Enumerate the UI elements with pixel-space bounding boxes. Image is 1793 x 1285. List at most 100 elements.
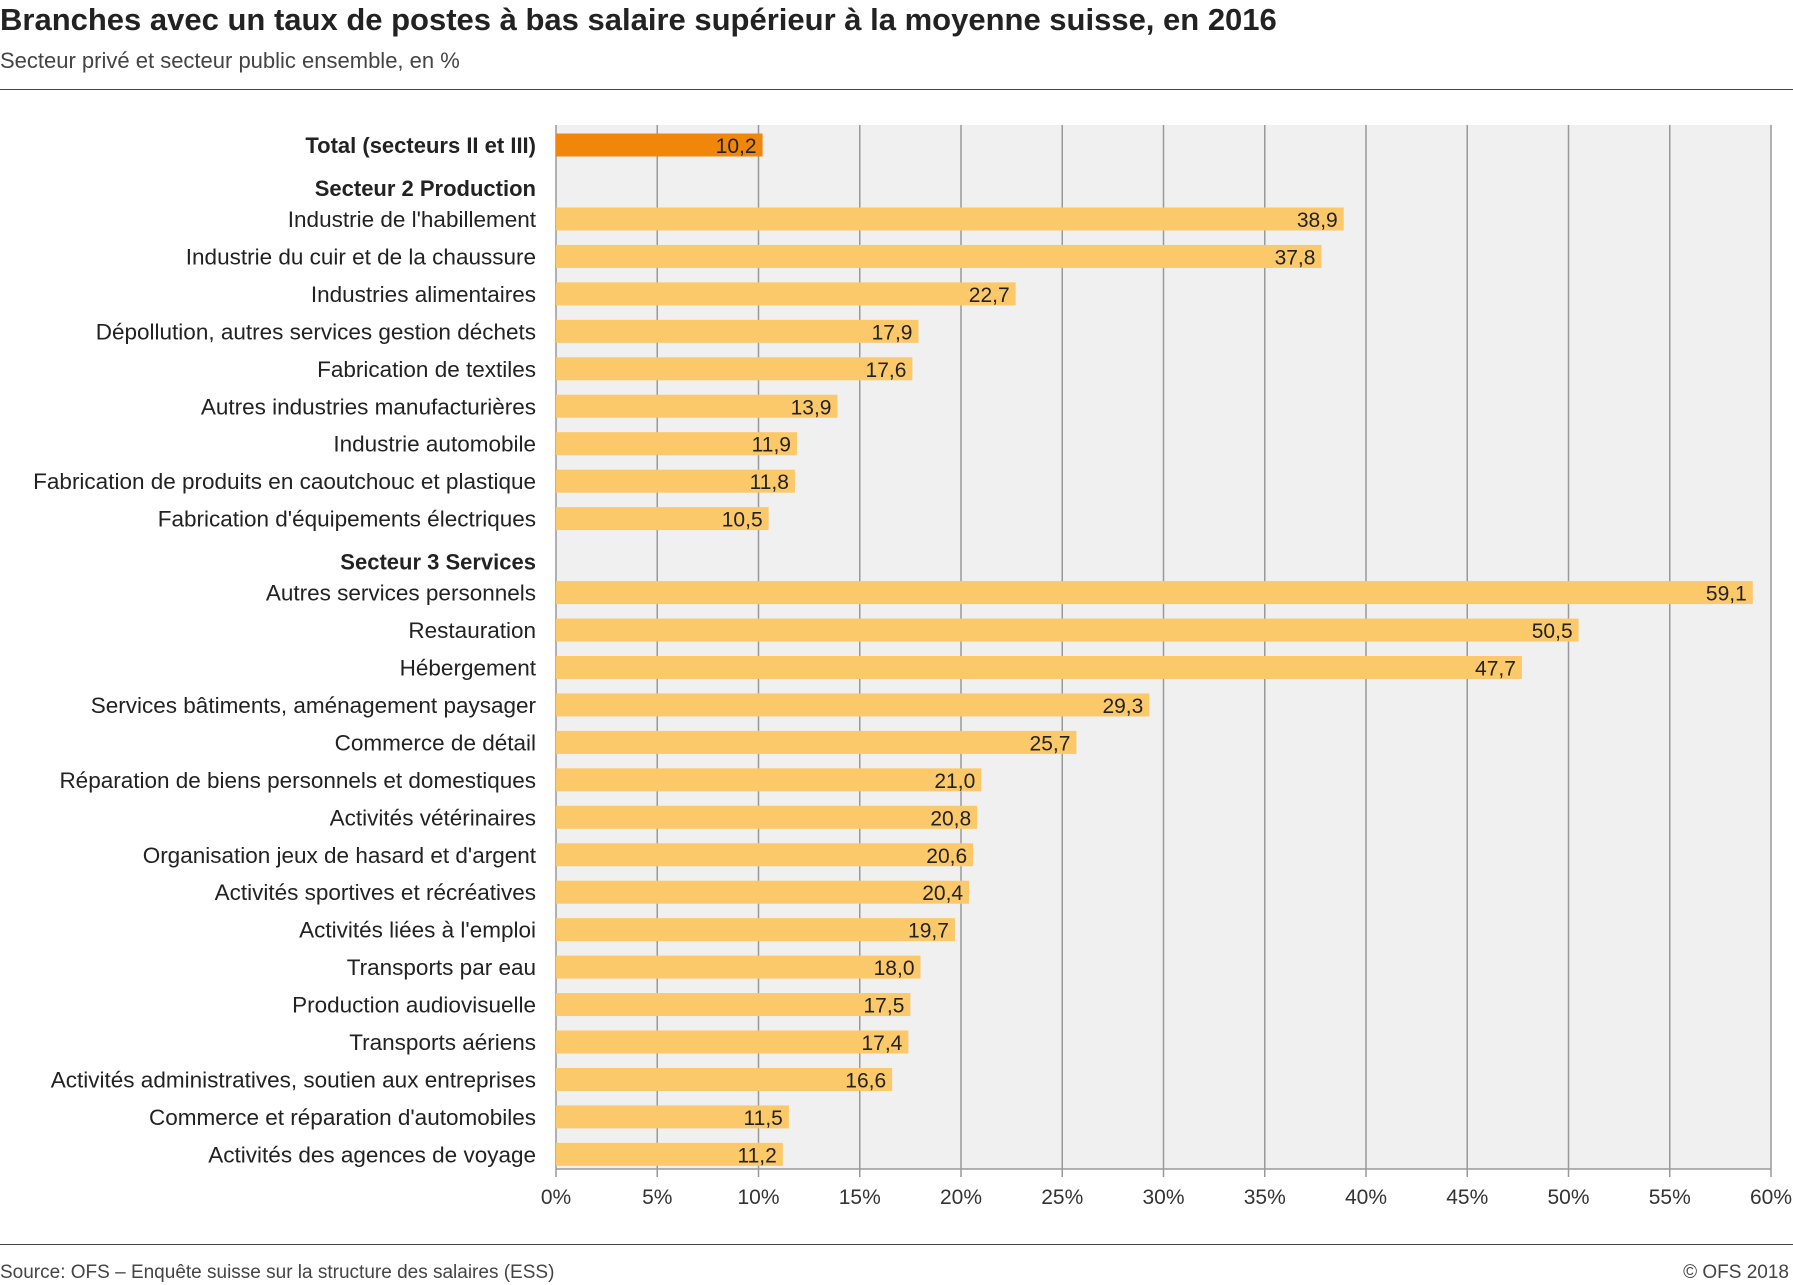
category-label: Fabrication de produits en caoutchouc et… <box>33 469 536 494</box>
data-label: 11,9 <box>752 434 791 457</box>
x-tick-label: 10% <box>737 1186 779 1209</box>
category-label: Organisation jeux de hasard et d'argent <box>143 843 537 868</box>
source-note: Source: OFS – Enquête suisse sur la stru… <box>0 1262 555 1283</box>
category-label: Autres services personnels <box>266 581 536 606</box>
data-label: 20,8 <box>930 807 971 830</box>
bar <box>556 1030 909 1054</box>
data-label: 37,8 <box>1275 246 1316 269</box>
category-label: Réparation de biens personnels et domest… <box>59 768 536 793</box>
chart-subtitle: Secteur privé et secteur public ensemble… <box>0 48 460 73</box>
data-label: 22,7 <box>969 284 1010 307</box>
bar <box>556 918 955 942</box>
bottom-rule <box>0 1244 1793 1245</box>
bar <box>556 319 919 343</box>
data-label: 25,7 <box>1030 732 1071 755</box>
category-label: Activités administratives, soutien aux e… <box>51 1067 536 1092</box>
category-label: Autres industries manufacturières <box>201 394 536 419</box>
data-label: 38,9 <box>1297 209 1338 232</box>
bar-chart: Total (secteurs II et III) 10,2 Secteur 2 … <box>33 125 1792 1209</box>
data-label: 50,5 <box>1532 620 1573 643</box>
category-label: Activités des agences de voyage <box>208 1142 536 1167</box>
data-label: 18,0 <box>874 957 915 980</box>
bar <box>556 880 970 904</box>
data-label: 20,4 <box>922 882 963 905</box>
x-tick-label: 45% <box>1446 1186 1488 1209</box>
bar <box>556 768 982 792</box>
data-label: 13,9 <box>791 396 832 419</box>
bar <box>556 282 1016 306</box>
bar <box>556 618 1579 642</box>
data-label: 59,1 <box>1706 583 1747 606</box>
category-label: Commerce et réparation d'automobiles <box>149 1105 536 1130</box>
x-tick-label: 0% <box>541 1186 571 1209</box>
sector-heading: Secteur 2 Production <box>315 176 536 201</box>
bar <box>556 581 1753 605</box>
bar <box>556 432 797 456</box>
data-label: 19,7 <box>908 920 949 943</box>
x-tick-label: 15% <box>839 1186 881 1209</box>
bar <box>556 244 1322 268</box>
data-label: 10,2 <box>716 135 757 158</box>
sector-heading: Secteur 3 Services <box>340 550 536 575</box>
bar <box>556 656 1522 679</box>
bar <box>556 805 978 829</box>
category-label: Industrie du cuir et de la chaussure <box>186 244 536 269</box>
category-label: Industrie de l'habillement <box>288 207 537 232</box>
copyright-note: © OFS 2018 <box>1683 1262 1789 1283</box>
category-label: Services bâtiments, aménagement paysager <box>91 693 537 718</box>
bar <box>556 843 974 867</box>
bar <box>556 1067 893 1091</box>
category-label: Transports par eau <box>347 955 536 980</box>
category-label: Activités liées à l'emploi <box>299 918 536 943</box>
bar <box>556 357 913 381</box>
x-tick-label: 35% <box>1244 1186 1286 1209</box>
total-bar <box>556 133 763 157</box>
data-label: 11,2 <box>737 1144 776 1167</box>
bar <box>556 1142 783 1166</box>
x-tick-label: 30% <box>1142 1186 1184 1209</box>
bar <box>556 955 921 979</box>
x-tick-label: 5% <box>642 1186 672 1209</box>
data-label: 47,7 <box>1475 658 1516 681</box>
bar <box>556 1105 789 1129</box>
data-label: 10,5 <box>722 509 763 532</box>
category-label: Production audiovisuelle <box>292 993 536 1018</box>
bar <box>556 693 1150 717</box>
category-label: Fabrication d'équipements électriques <box>158 507 536 532</box>
bar <box>556 507 769 531</box>
chart-title: Branches avec un taux de postes à bas sa… <box>0 2 1277 37</box>
data-label: 29,3 <box>1102 695 1143 718</box>
category-label: Dépollution, autres services gestion déc… <box>96 319 536 344</box>
category-label: Fabrication de textiles <box>317 357 536 382</box>
data-label: 16,6 <box>845 1069 886 1092</box>
category-label: Total (secteurs II et III) <box>305 133 536 158</box>
bar <box>556 730 1077 754</box>
data-label: 11,5 <box>744 1107 783 1130</box>
x-tick-label: 50% <box>1547 1186 1589 1209</box>
data-label: 20,6 <box>926 845 967 868</box>
top-rule <box>0 89 1793 90</box>
bar <box>556 993 911 1017</box>
data-label: 17,4 <box>861 1032 902 1055</box>
x-tick-label: 40% <box>1345 1186 1387 1209</box>
category-label: Transports aériens <box>349 1030 536 1055</box>
category-label: Restauration <box>408 618 536 643</box>
category-label: Hébergement <box>400 656 537 681</box>
bar <box>556 394 838 418</box>
category-label: Commerce de détail <box>335 730 536 755</box>
category-label: Activités vétérinaires <box>330 805 536 830</box>
x-tick-label: 55% <box>1649 1186 1691 1209</box>
x-tick-label: 20% <box>940 1186 982 1209</box>
bar <box>556 469 795 493</box>
data-label: 21,0 <box>934 770 975 793</box>
data-label: 17,6 <box>866 359 907 382</box>
x-tick-label: 25% <box>1041 1186 1083 1209</box>
bar <box>556 207 1344 231</box>
category-label: Industries alimentaires <box>311 282 536 307</box>
data-label: 17,5 <box>864 995 905 1018</box>
data-label: 17,9 <box>872 321 913 344</box>
data-label: 11,8 <box>750 471 789 494</box>
category-label: Activités sportives et récréatives <box>215 880 536 905</box>
category-label: Industrie automobile <box>333 432 536 457</box>
x-tick-label: 60% <box>1750 1186 1792 1209</box>
